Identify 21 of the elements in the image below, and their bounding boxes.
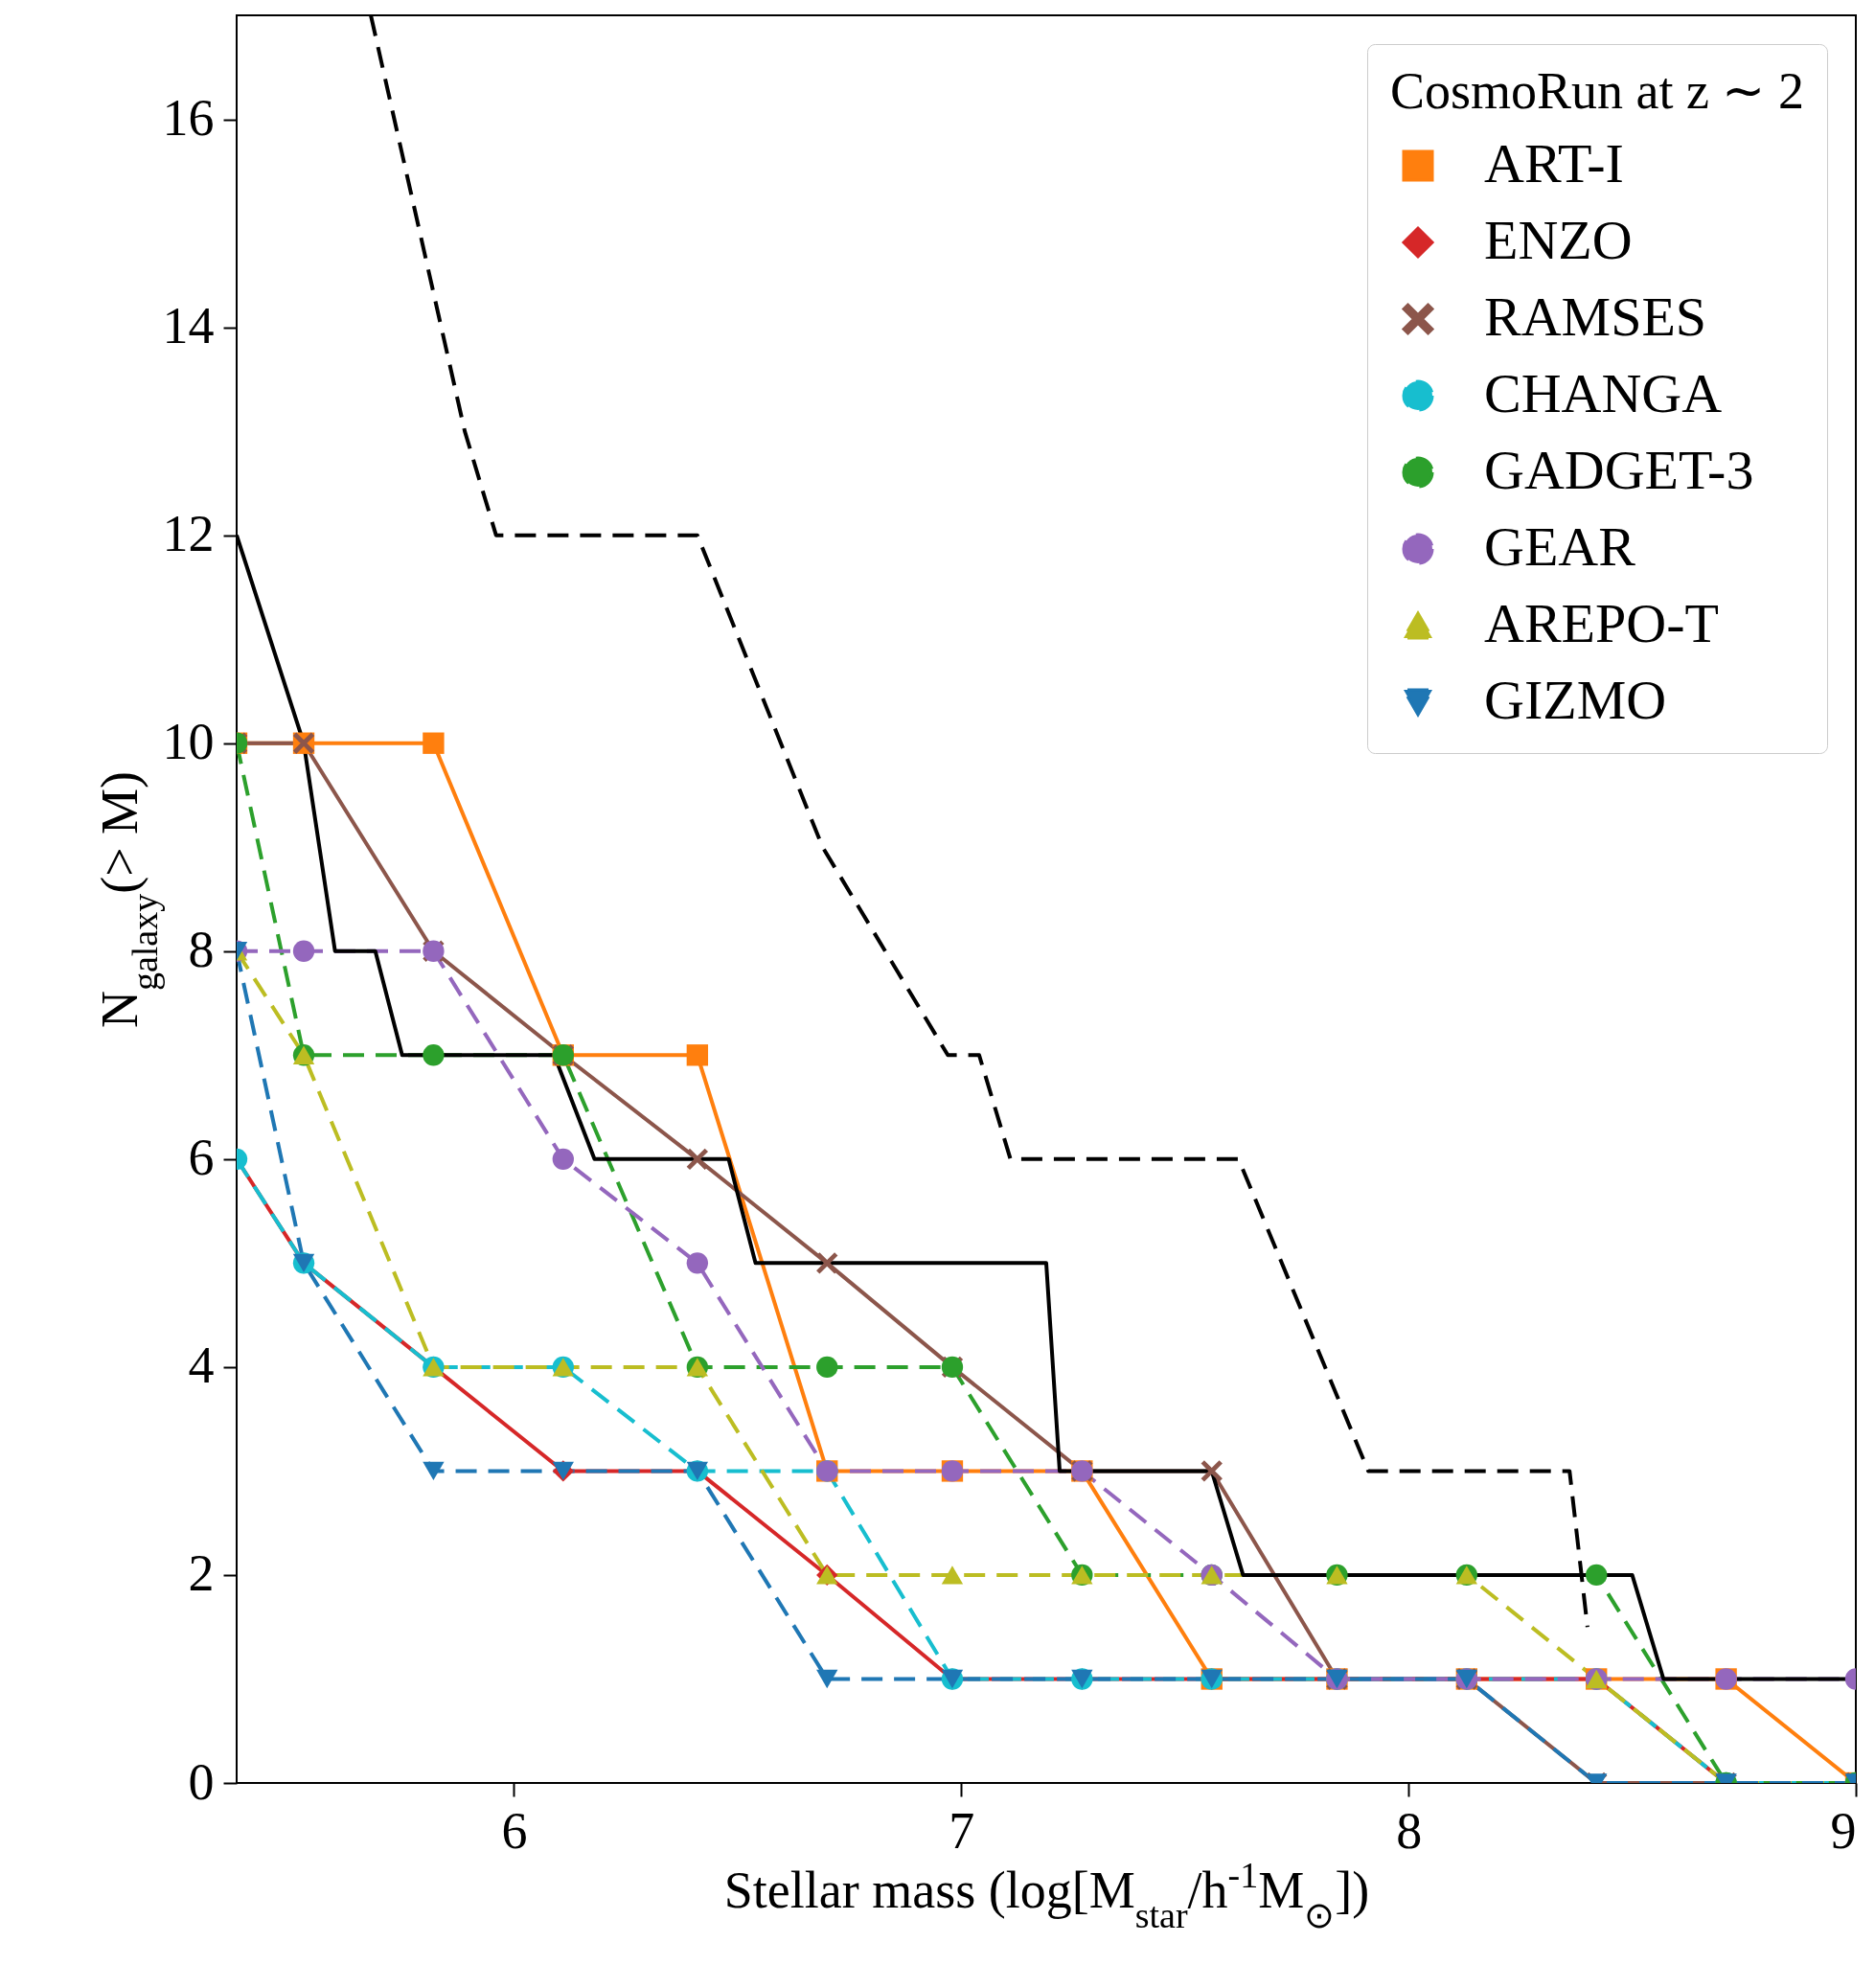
y-tick-label: 8 [188,921,215,979]
x-tick-label: 8 [1396,1801,1423,1860]
y-tick-label: 6 [188,1129,215,1187]
legend-label: AREPO-T [1484,592,1719,654]
y-tick-label: 16 [162,89,215,148]
legend-label: RAMSES [1484,286,1707,348]
legend-label: ART-I [1484,132,1624,194]
legend-title: CosmoRun at z ∼ 2 [1390,62,1804,120]
legend-label: GIZMO [1484,669,1667,731]
y-tick-label: 14 [162,297,215,355]
legend-label: CHANGA [1484,362,1723,424]
legend-label: GADGET-3 [1484,439,1754,501]
legend-label: ENZO [1484,209,1633,271]
y-tick-label: 12 [162,505,215,563]
y-tick-label: 10 [162,713,215,771]
x-tick-label: 9 [1830,1801,1857,1860]
y-tick-label: 0 [188,1752,215,1811]
x-tick-label: 6 [501,1801,528,1860]
y-tick-label: 4 [188,1337,215,1395]
y-tick-label: 2 [188,1544,215,1603]
legend-label: GEAR [1484,515,1636,578]
